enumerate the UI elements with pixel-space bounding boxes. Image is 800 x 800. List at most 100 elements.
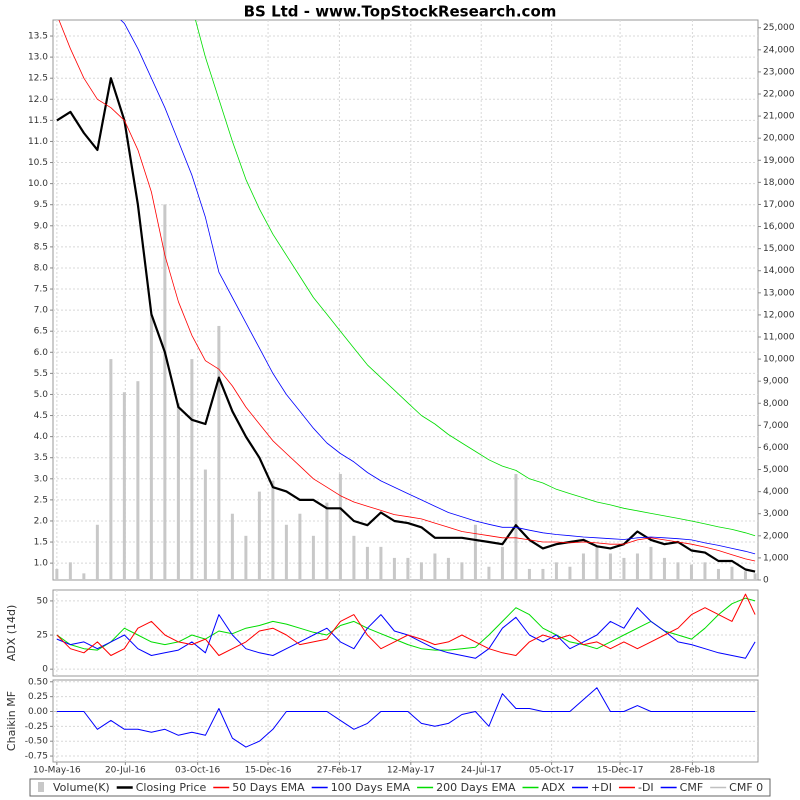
volume-bar [122,392,126,580]
y2-tick-label: 22,000 [763,90,795,100]
plot-area [53,687,758,748]
volume-bar [568,566,572,580]
y2-tick-label: 21,000 [763,112,795,122]
y-tick-label: 11.5 [28,116,48,126]
x-tick-label: 05-Oct-17 [529,766,574,776]
volume-bar [257,491,261,580]
volume-bar [473,524,477,580]
legend-label: Volume(K) [53,781,110,794]
legend-label: ADX [542,781,566,794]
x-tick-label: 15-Dec-17 [597,766,644,776]
volume-bar [753,573,757,580]
volume-bar [743,571,747,580]
y2-tick-label: 2,000 [763,531,789,541]
y2-tick-label: 6,000 [763,443,789,453]
y2-tick-label: 14,000 [763,266,795,276]
volume-bar [622,557,626,580]
y-tick-label: 0.25 [28,692,48,702]
y2-tick-label: 9,000 [763,377,789,387]
volume-bar [487,566,491,580]
volume-bar [446,557,450,580]
volume-bar [325,502,329,580]
y-tick-label: 11.0 [28,137,48,147]
y2-tick-label: 5,000 [763,465,789,475]
x-tick-label: 03-Oct-16 [175,766,220,776]
y-tick-label: 3.5 [34,453,48,463]
y2-tick-label: 19,000 [763,156,795,166]
volume-bar [271,480,275,580]
legend-label: 50 Days EMA [232,781,305,794]
volume-bar [500,546,504,580]
x-tick-label: 20-Jul-16 [105,766,146,776]
y2-tick-label: 10,000 [763,355,795,365]
y-tick-label: 0 [42,665,48,675]
y-tick-label: 3.0 [34,474,49,484]
chart-title: BS Ltd - www.TopStockResearch.com [244,3,557,21]
volume-bar [190,359,194,580]
y-tick-label: -0.75 [25,752,48,762]
y-tick-label: 50 [37,596,49,606]
series-line [58,20,756,562]
y-tick-label: 13.0 [28,53,48,63]
volume-bar [419,562,423,580]
volume-bar [730,566,734,580]
series-line [56,593,756,656]
volume-bar [352,535,356,580]
x-tick-label: 28-Feb-18 [670,766,716,776]
volume-bar [379,546,383,580]
y-tick-label: -0.50 [25,737,49,747]
volume-bar [365,546,369,580]
volume-bar [595,546,599,580]
legend-frame [29,778,771,797]
y-tick-label: 6.5 [34,327,48,337]
legend-label: Closing Price [136,781,207,794]
y2-tick-label: 25,000 [763,23,795,33]
volume-bar [649,546,653,580]
volume-bar [109,359,113,580]
y-tick-label: 4.0 [34,432,49,442]
y2-tick-label: 1,000 [763,553,789,563]
y-tick-label: 2.5 [34,495,48,505]
y2-tick-label: 20,000 [763,134,795,144]
legend-label: 100 Days EMA [331,781,411,794]
volume-bar [136,381,140,580]
y-tick-label: 13.5 [28,32,48,42]
legend-label: CMF [680,781,704,794]
volume-bar [541,568,545,580]
y-tick-label: 0.00 [28,707,48,717]
volume-bar [662,557,666,580]
y2-tick-label: 16,000 [763,222,795,232]
volume-bar [149,314,153,580]
y2-tick-label: 18,000 [763,178,795,188]
volume-bar [608,553,612,580]
series-line [120,20,756,555]
legend-label: -DI [638,781,654,794]
series-line [195,20,756,537]
y-tick-label: 0.50 [28,677,48,687]
x-tick-label: 12-May-17 [387,766,435,776]
x-tick-label: 15-Dec-16 [245,766,292,776]
volume-bar [230,513,234,580]
y2-tick-label: 24,000 [763,45,795,55]
y-tick-label: 6.0 [34,348,49,358]
volume-bar [284,524,288,580]
y2-tick-label: 7,000 [763,421,789,431]
y-tick-label: 10.0 [28,179,48,189]
volume-bar [55,568,59,580]
plot-frame [52,19,759,581]
y-axis-label: ADX (14d) [5,605,18,662]
volume-bar [244,535,248,580]
y-tick-label: 9.5 [34,200,48,210]
volume-bar [95,524,99,580]
x-tick-label: 27-Feb-17 [317,766,362,776]
series-line [56,77,756,573]
y-tick-label: 12.0 [28,95,48,105]
y2-tick-label: 23,000 [763,67,795,77]
y-tick-label: 8.5 [34,242,48,252]
y-tick-label: 1.0 [34,559,49,569]
volume-bar [392,557,396,580]
volume-bar [311,535,315,580]
volume-bar [460,562,464,580]
volume-bar [82,573,86,580]
